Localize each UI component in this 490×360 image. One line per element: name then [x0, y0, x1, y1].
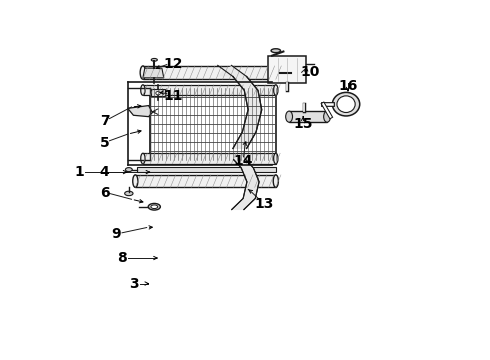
- Ellipse shape: [148, 203, 160, 210]
- Bar: [151, 90, 165, 96]
- Ellipse shape: [141, 85, 145, 95]
- Bar: [143, 85, 276, 95]
- Ellipse shape: [286, 111, 293, 122]
- Text: 16: 16: [338, 79, 358, 93]
- Polygon shape: [128, 105, 152, 117]
- Polygon shape: [218, 66, 246, 76]
- Ellipse shape: [337, 96, 355, 112]
- Text: 14: 14: [233, 154, 252, 168]
- Text: 11: 11: [164, 89, 183, 103]
- Ellipse shape: [151, 58, 157, 61]
- Ellipse shape: [324, 111, 330, 122]
- Text: 5: 5: [100, 136, 110, 150]
- Bar: [289, 111, 327, 122]
- Ellipse shape: [290, 69, 296, 76]
- Ellipse shape: [141, 153, 145, 164]
- Text: 7: 7: [100, 114, 110, 128]
- Polygon shape: [143, 68, 164, 78]
- Text: 3: 3: [129, 277, 139, 291]
- Text: 8: 8: [117, 251, 127, 265]
- Bar: [150, 87, 276, 159]
- Ellipse shape: [273, 66, 278, 79]
- Bar: [143, 153, 276, 164]
- Ellipse shape: [140, 66, 146, 79]
- Bar: [268, 56, 306, 84]
- Ellipse shape: [273, 153, 278, 164]
- Bar: [135, 175, 276, 187]
- Ellipse shape: [332, 93, 360, 116]
- Text: 12: 12: [164, 57, 183, 71]
- Text: 10: 10: [301, 65, 320, 79]
- Text: 1: 1: [74, 165, 84, 179]
- Ellipse shape: [125, 168, 132, 172]
- Text: 9: 9: [112, 228, 121, 242]
- Text: 6: 6: [100, 186, 110, 200]
- Ellipse shape: [133, 175, 138, 187]
- Ellipse shape: [273, 85, 278, 95]
- Bar: [143, 66, 276, 79]
- Text: 13: 13: [254, 197, 273, 211]
- Ellipse shape: [271, 49, 281, 53]
- Bar: [137, 167, 276, 172]
- Ellipse shape: [124, 191, 133, 195]
- Text: 4: 4: [99, 165, 109, 179]
- Ellipse shape: [273, 175, 278, 187]
- Ellipse shape: [156, 91, 160, 95]
- Ellipse shape: [151, 205, 158, 208]
- Text: 15: 15: [294, 117, 313, 131]
